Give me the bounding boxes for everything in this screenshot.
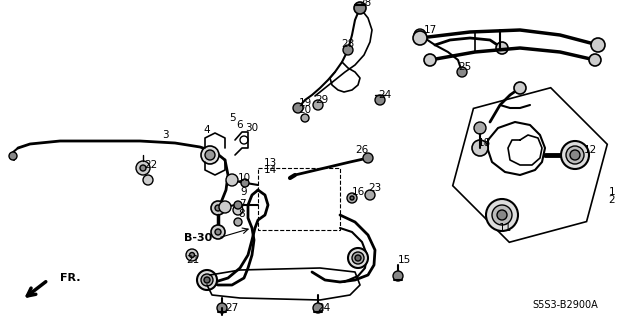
Circle shape [197, 270, 217, 290]
Text: 2: 2 [609, 195, 615, 205]
Circle shape [293, 103, 303, 113]
Text: 30: 30 [245, 123, 259, 133]
Circle shape [313, 100, 323, 110]
Text: 15: 15 [397, 255, 411, 265]
Circle shape [211, 225, 225, 239]
Circle shape [233, 205, 243, 215]
Text: 25: 25 [458, 62, 472, 72]
Text: S5S3-B2900A: S5S3-B2900A [532, 300, 598, 310]
Circle shape [457, 67, 467, 77]
Text: 24: 24 [378, 90, 392, 100]
Text: 6: 6 [237, 120, 243, 130]
Circle shape [352, 252, 364, 264]
Circle shape [301, 114, 309, 122]
Text: 16: 16 [351, 187, 365, 197]
Text: 9: 9 [241, 187, 247, 197]
Circle shape [591, 38, 605, 52]
Circle shape [215, 229, 221, 235]
Circle shape [474, 122, 486, 134]
Circle shape [375, 95, 385, 105]
Circle shape [9, 152, 17, 160]
Text: B-30: B-30 [184, 233, 212, 243]
Circle shape [365, 190, 375, 200]
Circle shape [136, 161, 150, 175]
Text: 20: 20 [298, 105, 312, 115]
Circle shape [211, 201, 225, 215]
Text: 10: 10 [237, 173, 251, 183]
Text: 7: 7 [239, 199, 245, 209]
Circle shape [393, 271, 403, 281]
Text: 12: 12 [584, 145, 596, 155]
Circle shape [313, 303, 323, 313]
Text: 24: 24 [317, 303, 331, 313]
Circle shape [348, 248, 368, 268]
Circle shape [204, 277, 210, 283]
Circle shape [226, 174, 238, 186]
Circle shape [497, 210, 507, 220]
Circle shape [201, 146, 219, 164]
Circle shape [241, 179, 249, 187]
Circle shape [189, 253, 195, 257]
Text: 13: 13 [264, 158, 276, 168]
Text: 27: 27 [225, 303, 239, 313]
Circle shape [589, 54, 601, 66]
Circle shape [496, 42, 508, 54]
Circle shape [350, 196, 354, 200]
Circle shape [343, 45, 353, 55]
Circle shape [186, 249, 198, 261]
Text: 8: 8 [239, 209, 245, 219]
Circle shape [234, 201, 242, 209]
Circle shape [205, 150, 215, 160]
Circle shape [215, 205, 221, 211]
Text: 19: 19 [298, 98, 312, 108]
Text: 4: 4 [204, 125, 211, 135]
Circle shape [143, 175, 153, 185]
Text: 3: 3 [162, 130, 168, 140]
Text: 22: 22 [145, 160, 157, 170]
Circle shape [514, 82, 526, 94]
Circle shape [414, 29, 426, 41]
Text: 5: 5 [228, 113, 236, 123]
Circle shape [472, 140, 488, 156]
Text: 14: 14 [264, 165, 276, 175]
Circle shape [570, 150, 580, 160]
Circle shape [413, 31, 427, 45]
Text: 21: 21 [186, 255, 200, 265]
Circle shape [217, 303, 227, 313]
Circle shape [424, 54, 436, 66]
Circle shape [234, 218, 242, 226]
Text: 1: 1 [609, 187, 615, 197]
Circle shape [347, 193, 357, 203]
Text: 23: 23 [369, 183, 381, 193]
Circle shape [219, 201, 231, 213]
Text: 28: 28 [341, 39, 355, 49]
Text: 17: 17 [424, 25, 436, 35]
Circle shape [486, 199, 518, 231]
Text: 18: 18 [477, 138, 491, 148]
Circle shape [566, 146, 584, 164]
Text: FR.: FR. [60, 273, 81, 283]
Text: 11: 11 [499, 223, 511, 233]
Circle shape [492, 205, 512, 225]
Circle shape [355, 255, 361, 261]
Circle shape [354, 2, 366, 14]
Circle shape [140, 165, 146, 171]
Circle shape [363, 153, 373, 163]
Text: 29: 29 [316, 95, 328, 105]
Text: 26: 26 [355, 145, 369, 155]
Circle shape [561, 141, 589, 169]
Circle shape [201, 274, 213, 286]
Text: 28: 28 [358, 0, 372, 8]
